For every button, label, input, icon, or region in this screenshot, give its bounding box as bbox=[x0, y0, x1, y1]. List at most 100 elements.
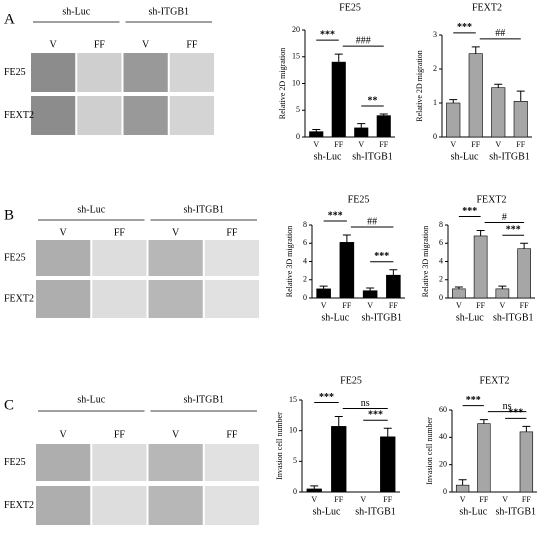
micrograph bbox=[148, 280, 203, 318]
bar bbox=[376, 115, 391, 138]
bar bbox=[339, 242, 355, 299]
micrograph bbox=[204, 240, 259, 276]
bar bbox=[452, 288, 466, 299]
error-bar bbox=[312, 129, 321, 132]
bar bbox=[446, 102, 461, 138]
x-tick-label: V bbox=[456, 301, 462, 310]
micrograph bbox=[148, 486, 203, 525]
group-label: sh-Luc bbox=[456, 312, 484, 323]
micrograph bbox=[77, 53, 122, 92]
x-tick-label: FF bbox=[389, 301, 398, 310]
x-tick-label: FF bbox=[471, 140, 480, 149]
condition-label: V bbox=[172, 429, 180, 440]
significance-label: *** bbox=[506, 225, 521, 236]
y-tick-label: 6 bbox=[303, 238, 307, 247]
chart-title: FEXT2 bbox=[477, 194, 507, 205]
micrograph bbox=[36, 240, 91, 276]
bar bbox=[495, 288, 510, 299]
y-tick-label: 0 bbox=[303, 293, 307, 302]
row-label: FEXT2 bbox=[4, 293, 34, 304]
x-tick-label: V bbox=[367, 301, 373, 310]
condition-label: FF bbox=[114, 227, 126, 238]
x-tick-label: V bbox=[321, 301, 327, 310]
error-bar bbox=[319, 285, 328, 289]
micrograph bbox=[148, 240, 203, 276]
error-bar bbox=[310, 485, 319, 489]
x-tick-label: FF bbox=[334, 495, 343, 504]
error-bar bbox=[389, 269, 398, 276]
micrograph bbox=[92, 444, 147, 481]
x-tick-label: V bbox=[360, 495, 366, 504]
significance-label: *** bbox=[328, 210, 343, 221]
y-tick-label: 15 bbox=[289, 395, 297, 404]
group-label: sh-ITGB1 bbox=[355, 506, 396, 517]
bar bbox=[386, 274, 401, 299]
y-tick-label: 1 bbox=[433, 98, 437, 107]
significance-label: *** bbox=[466, 395, 481, 406]
bar bbox=[513, 101, 528, 138]
significance-label: # bbox=[502, 212, 507, 223]
significance-label: ** bbox=[368, 95, 378, 106]
y-tick-label: 0 bbox=[433, 132, 437, 141]
group-label: sh-ITGB1 bbox=[489, 151, 530, 162]
condition-label: V bbox=[142, 39, 150, 50]
condition-label: FF bbox=[226, 429, 238, 440]
significance-label: ns bbox=[361, 398, 370, 409]
bar bbox=[380, 436, 396, 493]
significance-label: *** bbox=[508, 408, 523, 419]
x-tick-label: V bbox=[499, 301, 505, 310]
group-label: sh-ITGB1 bbox=[495, 506, 536, 517]
significance-label: ## bbox=[367, 216, 377, 227]
bar bbox=[309, 131, 324, 138]
error-bar bbox=[334, 53, 343, 63]
micrograph bbox=[169, 96, 214, 135]
error-bar bbox=[379, 113, 388, 116]
micrograph bbox=[169, 53, 214, 92]
row-label: FEXT2 bbox=[4, 110, 34, 121]
micrograph bbox=[148, 444, 203, 481]
y-tick-label: 2 bbox=[439, 275, 443, 284]
bar bbox=[354, 127, 369, 138]
y-axis-label: Invasion cell number bbox=[425, 417, 434, 485]
x-tick-label: FF bbox=[520, 301, 529, 310]
bar bbox=[316, 288, 331, 299]
x-tick-label: FF bbox=[516, 140, 525, 149]
significance-label: *** bbox=[319, 392, 334, 403]
y-tick-label: 0 bbox=[443, 487, 447, 496]
condition-label: FF bbox=[226, 227, 238, 238]
y-tick-label: 8 bbox=[303, 220, 307, 229]
y-tick-label: 0 bbox=[296, 132, 300, 141]
micrograph bbox=[123, 96, 168, 135]
y-tick-label: 4 bbox=[439, 256, 443, 265]
micrograph bbox=[31, 96, 76, 135]
group-label: sh-ITGB1 bbox=[183, 204, 224, 215]
chart-title: FE25 bbox=[339, 2, 361, 13]
x-tick-label: V bbox=[460, 495, 466, 504]
y-tick-label: 40 bbox=[439, 432, 447, 441]
x-tick-label: FF bbox=[342, 301, 351, 310]
group-label: sh-Luc bbox=[62, 6, 90, 17]
x-tick-label: FF bbox=[522, 495, 531, 504]
bar bbox=[468, 53, 483, 138]
significance-label: ### bbox=[356, 35, 371, 46]
y-tick-label: 3 bbox=[433, 30, 437, 39]
chart-title: FE25 bbox=[348, 194, 370, 205]
y-axis-label: Invasion cell number bbox=[275, 412, 284, 480]
panel-letter: A bbox=[4, 11, 15, 27]
micrograph bbox=[31, 53, 76, 92]
micrograph bbox=[92, 280, 147, 318]
x-tick-label: FF bbox=[334, 140, 343, 149]
bar bbox=[331, 61, 346, 138]
micrograph bbox=[204, 486, 259, 525]
y-tick-label: 4 bbox=[303, 256, 307, 265]
panel-letter: B bbox=[4, 207, 14, 223]
chart-title: FEXT2 bbox=[472, 2, 502, 13]
error-bar bbox=[522, 425, 531, 432]
group-label: sh-ITGB1 bbox=[361, 312, 402, 323]
y-axis-label: Relative 3D migration bbox=[285, 226, 294, 298]
error-bar bbox=[471, 46, 480, 54]
bar bbox=[331, 426, 347, 493]
y-tick-label: 6 bbox=[439, 238, 443, 247]
group-label: sh-Luc bbox=[77, 394, 105, 405]
